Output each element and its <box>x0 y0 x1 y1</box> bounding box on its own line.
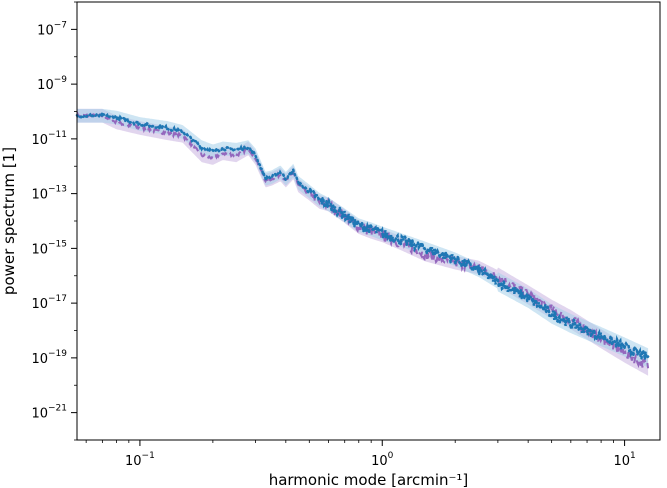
y-tick-label: 10−13 <box>31 185 67 203</box>
y-tick-label: 10−19 <box>31 349 67 367</box>
plot-frame <box>76 1 661 441</box>
y-axis-label: power spectrum [1] <box>0 147 18 295</box>
x-tick-label: 101 <box>613 451 635 469</box>
y-tick-label: 10−9 <box>37 75 67 93</box>
series-1-band <box>77 108 649 376</box>
x-axis-ticks: 10−1 100 101 <box>85 440 636 469</box>
series-lines <box>75 111 650 369</box>
x-tick-label: 10−1 <box>125 451 155 469</box>
x-axis-label: harmonic mode [arcmin⁻¹] <box>269 471 469 488</box>
y-axis-ticks: 10−7 10−9 10−11 10−13 10−15 10−17 10−19 10−21 <box>31 1 77 441</box>
y-tick-label: 10−15 <box>31 239 67 257</box>
y-tick-label: 10−7 <box>37 20 67 38</box>
series-2-line <box>75 112 650 363</box>
x-tick-label: 100 <box>371 451 394 469</box>
y-tick-label: 10−17 <box>31 294 67 312</box>
series-2-band <box>77 108 649 368</box>
y-tick-label: 10−21 <box>31 404 67 422</box>
y-tick-label: 10−11 <box>31 130 67 148</box>
series-1-line <box>76 111 650 369</box>
uncertainty-bands <box>77 108 649 376</box>
